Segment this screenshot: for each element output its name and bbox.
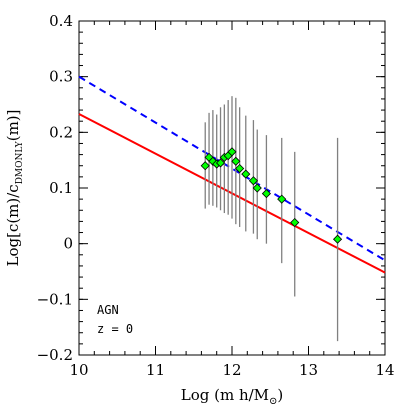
data-point xyxy=(200,161,210,171)
annotation-line-1: AGN xyxy=(97,303,119,317)
x-tick-label: 14 xyxy=(375,361,394,379)
x-tick-labels: 10 11 12 13 14 xyxy=(69,361,394,379)
x-tick-label: 11 xyxy=(146,361,165,379)
data-point xyxy=(277,194,287,204)
y-tick-label: 0 xyxy=(63,235,73,253)
major-ticks xyxy=(78,20,386,356)
error-bars xyxy=(204,96,339,342)
y-tick-label: −0.1 xyxy=(37,290,73,308)
data-point xyxy=(235,163,245,174)
y-tick-label: 0.1 xyxy=(49,179,73,197)
x-tick-label: 13 xyxy=(299,361,318,379)
y-tick-label: −0.2 xyxy=(37,346,73,364)
data-point xyxy=(290,217,300,228)
x-tick-label: 10 xyxy=(69,361,88,379)
data-point xyxy=(215,158,226,168)
y-tick-labels: −0.2 −0.1 0 0.1 0.2 0.3 0.4 xyxy=(37,12,73,364)
data-point xyxy=(333,234,343,244)
y-tick-label: 0.4 xyxy=(49,12,73,30)
x-axis-title-sub: ⊙ xyxy=(269,396,277,407)
x-axis-title: Log (m h/M⊙) xyxy=(181,386,284,407)
data-point xyxy=(227,147,237,157)
x-axis-title-suffix: ) xyxy=(277,386,283,404)
data-point xyxy=(252,183,262,193)
y-tick-label: 0.3 xyxy=(49,68,73,86)
data-markers xyxy=(200,147,343,244)
data-point xyxy=(248,176,258,186)
x-tick-label: 12 xyxy=(222,361,241,379)
data-point xyxy=(241,169,251,179)
x-axis-title-prefix: Log (m h/M xyxy=(181,386,269,404)
y-tick-label: 0.2 xyxy=(49,123,73,141)
y-axis-title-prefix: Log[c(m)/c xyxy=(4,184,22,266)
y-axis-title-suffix: (m)] xyxy=(4,109,22,141)
annotation-line-2: z = 0 xyxy=(97,322,133,336)
data-point xyxy=(261,189,271,199)
y-axis-title: Log[c(m)/cDMONLY(m)] xyxy=(4,109,25,266)
y-axis-title-sub: DMONLY xyxy=(15,140,25,184)
data-point xyxy=(231,156,241,166)
